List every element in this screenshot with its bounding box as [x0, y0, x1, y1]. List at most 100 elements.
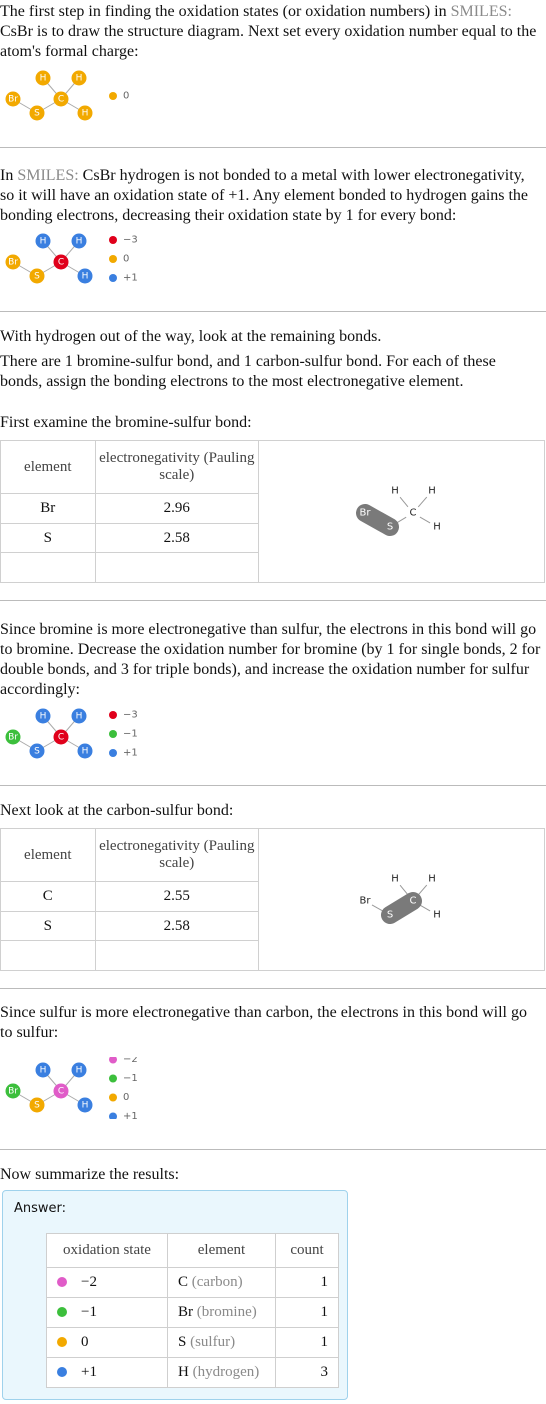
atom-label: H [40, 712, 47, 722]
atom [77, 743, 93, 759]
atom [71, 233, 87, 249]
bond [417, 884, 428, 896]
atom [29, 743, 45, 759]
divider [0, 1149, 546, 1150]
cell: Br [0, 493, 96, 524]
structure-cell: Br S C H H H [258, 440, 545, 583]
paragraph: Since sulfur is more electronegative tha… [0, 1004, 527, 1041]
legend-label: −3 [123, 710, 138, 721]
atom [5, 91, 21, 107]
cell: H (hydrogen) [167, 1357, 276, 1388]
atom-label: S [387, 910, 393, 921]
atom-label: H [40, 74, 47, 84]
legend-dot [109, 1057, 117, 1064]
element-name: (bromine) [196, 1304, 257, 1320]
text: The first step in finding the oxidation … [0, 3, 447, 20]
atom [35, 70, 51, 86]
row: +1 H (hydrogen) 3 [46, 1357, 339, 1388]
molecule-diagram: Br S C H H H −3 0 +1 [5, 233, 138, 284]
cell: 2.58 [94, 522, 260, 554]
atom [71, 1062, 87, 1078]
paragraph: In SMILES: CsBr hydrogen is not bonded t… [0, 166, 542, 226]
atom-label: S [34, 272, 40, 282]
color-dot [57, 1367, 67, 1377]
text: CsBr hydrogen is not bonded to a metal w… [0, 167, 529, 224]
atom-label: C [58, 1087, 64, 1097]
atom [29, 268, 45, 284]
header-cell: electronegativity (Pauling scale) [94, 827, 260, 883]
element-symbol: Br [178, 1304, 193, 1320]
atom-label: C [58, 733, 64, 743]
count: 1 [275, 1267, 339, 1298]
atom-label: H [76, 1066, 83, 1076]
paragraph: There are 1 bromine-sulfur bond, and 1 c… [0, 353, 496, 390]
atom [35, 233, 51, 249]
legend-label: −1 [123, 729, 138, 740]
legend-dot [109, 236, 117, 244]
header-cell: count [275, 1233, 339, 1268]
cell: −1 [46, 1297, 168, 1328]
legend-label: −1 [123, 1073, 138, 1084]
count: 1 [275, 1297, 339, 1328]
cell: 2.96 [94, 493, 260, 524]
legend-dot [109, 711, 117, 719]
electronegativity-table: element electronegativity (Pauling scale)… [0, 439, 545, 583]
cell: −2 [46, 1267, 168, 1298]
bond [419, 904, 431, 912]
oxidation-state: +1 [81, 1364, 97, 1380]
atom-label: H [428, 874, 436, 885]
cell: C (carbon) [167, 1267, 276, 1298]
atom-label: C [58, 95, 64, 105]
cell: C [0, 881, 96, 912]
header-cell: oxidation state [46, 1233, 168, 1268]
atom-label: Br [360, 508, 372, 519]
legend-dot [109, 274, 117, 282]
paragraph: Since bromine is more electronegative th… [0, 621, 541, 698]
text: In [0, 167, 14, 184]
atom-label: H [433, 522, 441, 533]
answer-title: Answer: [14, 1201, 67, 1216]
cell: S [0, 522, 96, 554]
atom [71, 708, 87, 724]
oxidation-state: −1 [81, 1304, 97, 1320]
element-symbol: S [178, 1334, 187, 1350]
legend-label: 0 [123, 91, 129, 102]
cell: S (sulfur) [167, 1327, 276, 1358]
cell: Br (bromine) [167, 1297, 276, 1328]
answer-box: Answer: oxidation state element count −2 C … [2, 1190, 348, 1400]
element-symbol: H [178, 1364, 189, 1380]
oxidation-state: −2 [81, 1274, 97, 1290]
atom [53, 1083, 69, 1099]
atom [5, 254, 21, 270]
bond-highlight [356, 504, 399, 536]
cell: 2.58 [94, 910, 260, 942]
element-name: (sulfur) [190, 1334, 236, 1350]
atom-label: S [34, 109, 40, 119]
atom-label: C [410, 508, 417, 519]
count: 3 [275, 1357, 339, 1388]
bond [396, 516, 407, 524]
text: CsBr is to draw the structure diagram. N… [0, 23, 537, 60]
color-dot [57, 1337, 67, 1347]
legend-dot [109, 1093, 117, 1102]
bond [399, 884, 409, 896]
atom [53, 729, 69, 745]
legend-label: −3 [123, 235, 138, 246]
header-cell: element [167, 1233, 276, 1268]
atom-label: C [410, 896, 417, 907]
legend-label: +1 [123, 1111, 138, 1119]
atom-label: H [391, 874, 399, 885]
atom-label: Br [8, 1087, 18, 1097]
element-symbol: C [178, 1274, 189, 1290]
atom-label: S [34, 747, 40, 757]
molecule-diagram: Br S C H H H 0 [5, 70, 129, 121]
header-cell: element [0, 827, 96, 883]
atom [71, 70, 87, 86]
cell: 2.55 [94, 881, 260, 912]
bond [419, 516, 431, 524]
atom-label: Br [360, 896, 372, 907]
atom-label: C [58, 258, 64, 268]
